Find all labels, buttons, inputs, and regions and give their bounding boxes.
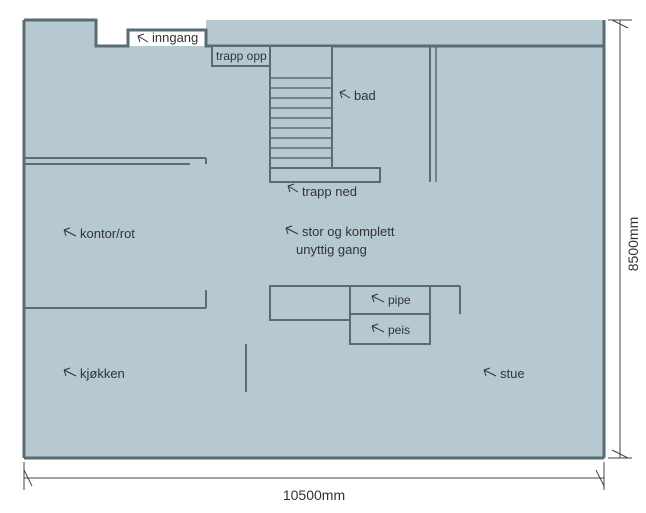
dim-width-label: 10500mm (283, 487, 345, 503)
label-trapp-ned: trapp ned (302, 184, 357, 199)
label-gang1: stor og komplett (302, 224, 395, 239)
central-block (270, 286, 350, 320)
label-inngang: inngang (152, 30, 198, 45)
dim-bottom (24, 462, 604, 490)
label-stue: stue (500, 366, 525, 381)
floor-plan-svg: inngang trapp opp bad trapp ned kontor/r… (0, 0, 646, 513)
label-gang2: unyttig gang (296, 242, 367, 257)
stair-landing (270, 168, 380, 182)
label-kontor: kontor/rot (80, 226, 135, 241)
label-kjokken: kjøkken (80, 366, 125, 381)
label-bad: bad (354, 88, 376, 103)
dim-height-label: 8500mm (625, 217, 641, 271)
label-pipe: pipe (388, 293, 411, 307)
label-peis: peis (388, 323, 410, 337)
label-trapp-opp: trapp opp (216, 49, 267, 63)
stair-box (270, 46, 332, 168)
